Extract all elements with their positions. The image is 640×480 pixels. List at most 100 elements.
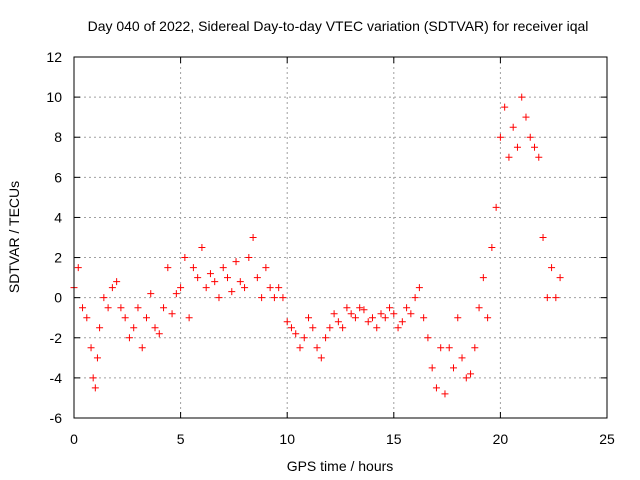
x-tick-label: 15 bbox=[386, 431, 402, 447]
y-tick-label: 0 bbox=[54, 290, 62, 306]
data-point bbox=[360, 306, 368, 314]
data-point bbox=[552, 294, 560, 302]
data-point bbox=[501, 103, 509, 111]
data-point bbox=[93, 354, 101, 362]
data-point bbox=[172, 290, 180, 298]
data-point bbox=[496, 133, 504, 141]
data-point bbox=[262, 264, 270, 272]
data-point bbox=[87, 344, 95, 352]
data-point bbox=[89, 374, 97, 382]
data-point bbox=[164, 264, 172, 272]
data-point bbox=[177, 284, 185, 292]
data-point bbox=[279, 294, 287, 302]
data-point bbox=[215, 294, 223, 302]
y-tick-label: 8 bbox=[54, 129, 62, 145]
data-point bbox=[432, 384, 440, 392]
data-point bbox=[522, 113, 530, 121]
grid-lines bbox=[74, 57, 607, 418]
data-point bbox=[168, 310, 176, 318]
data-point bbox=[313, 344, 321, 352]
data-point bbox=[556, 274, 564, 282]
data-point bbox=[322, 334, 330, 342]
data-point bbox=[415, 284, 423, 292]
y-tick-label: -6 bbox=[50, 410, 63, 426]
data-points bbox=[70, 93, 564, 398]
data-point bbox=[266, 284, 274, 292]
data-point bbox=[194, 274, 202, 282]
plot-frame bbox=[73, 56, 608, 419]
x-tick-label: 0 bbox=[70, 431, 78, 447]
data-point bbox=[441, 390, 449, 398]
data-point bbox=[198, 244, 206, 252]
data-point bbox=[305, 314, 313, 322]
data-point bbox=[411, 294, 419, 302]
data-point bbox=[462, 374, 470, 382]
data-point bbox=[130, 324, 138, 332]
data-point bbox=[488, 244, 496, 252]
data-point bbox=[475, 304, 483, 312]
data-point bbox=[484, 314, 492, 322]
data-point bbox=[377, 310, 385, 318]
data-point bbox=[91, 384, 99, 392]
data-point bbox=[326, 324, 334, 332]
data-point bbox=[300, 334, 308, 342]
data-point bbox=[121, 314, 129, 322]
data-point bbox=[160, 304, 168, 312]
data-point bbox=[296, 344, 304, 352]
data-point bbox=[287, 324, 295, 332]
x-tick-label: 5 bbox=[177, 431, 185, 447]
data-point bbox=[74, 264, 82, 272]
data-point bbox=[245, 254, 253, 262]
data-point bbox=[79, 304, 87, 312]
data-point bbox=[513, 143, 521, 151]
data-point bbox=[351, 314, 359, 322]
data-point bbox=[206, 270, 214, 278]
y-tick-label: 10 bbox=[46, 89, 62, 105]
y-tick-label: -2 bbox=[50, 330, 63, 346]
data-point bbox=[364, 318, 372, 326]
data-point bbox=[330, 310, 338, 318]
chart-title: Day 040 of 2022, Sidereal Day-to-day VTE… bbox=[88, 18, 589, 34]
data-point bbox=[509, 123, 517, 131]
data-point bbox=[142, 314, 150, 322]
data-point bbox=[458, 354, 466, 362]
x-axis-label: GPS time / hours bbox=[287, 458, 394, 474]
data-point bbox=[390, 310, 398, 318]
data-point bbox=[155, 330, 163, 338]
data-point bbox=[151, 324, 159, 332]
data-point bbox=[467, 370, 475, 378]
data-point bbox=[424, 334, 432, 342]
data-point bbox=[189, 264, 197, 272]
data-point bbox=[449, 364, 457, 372]
data-point bbox=[185, 314, 193, 322]
data-point bbox=[138, 344, 146, 352]
data-point bbox=[219, 264, 227, 272]
y-axis-label: SDTVAR / TECUs bbox=[6, 181, 22, 293]
data-point bbox=[428, 364, 436, 372]
data-point bbox=[398, 318, 406, 326]
data-point bbox=[535, 153, 543, 161]
data-point bbox=[275, 284, 283, 292]
data-point bbox=[381, 314, 389, 322]
y-tick-label: -4 bbox=[50, 370, 63, 386]
y-tick-label: 2 bbox=[54, 250, 62, 266]
data-point bbox=[394, 324, 402, 332]
data-point bbox=[317, 354, 325, 362]
data-point bbox=[539, 234, 547, 241]
data-point bbox=[471, 344, 479, 352]
data-point bbox=[232, 258, 240, 266]
y-tick-label: 4 bbox=[54, 209, 62, 225]
data-point bbox=[241, 284, 249, 292]
data-point bbox=[420, 314, 428, 322]
data-point bbox=[548, 264, 556, 272]
data-point bbox=[373, 324, 381, 332]
data-point bbox=[309, 324, 317, 332]
data-point bbox=[202, 284, 210, 292]
data-point bbox=[334, 318, 342, 326]
data-point bbox=[531, 143, 539, 151]
data-point bbox=[253, 274, 261, 282]
data-point bbox=[543, 294, 551, 302]
x-tick-label: 25 bbox=[599, 431, 615, 447]
data-point bbox=[518, 93, 526, 101]
data-point bbox=[283, 318, 291, 326]
